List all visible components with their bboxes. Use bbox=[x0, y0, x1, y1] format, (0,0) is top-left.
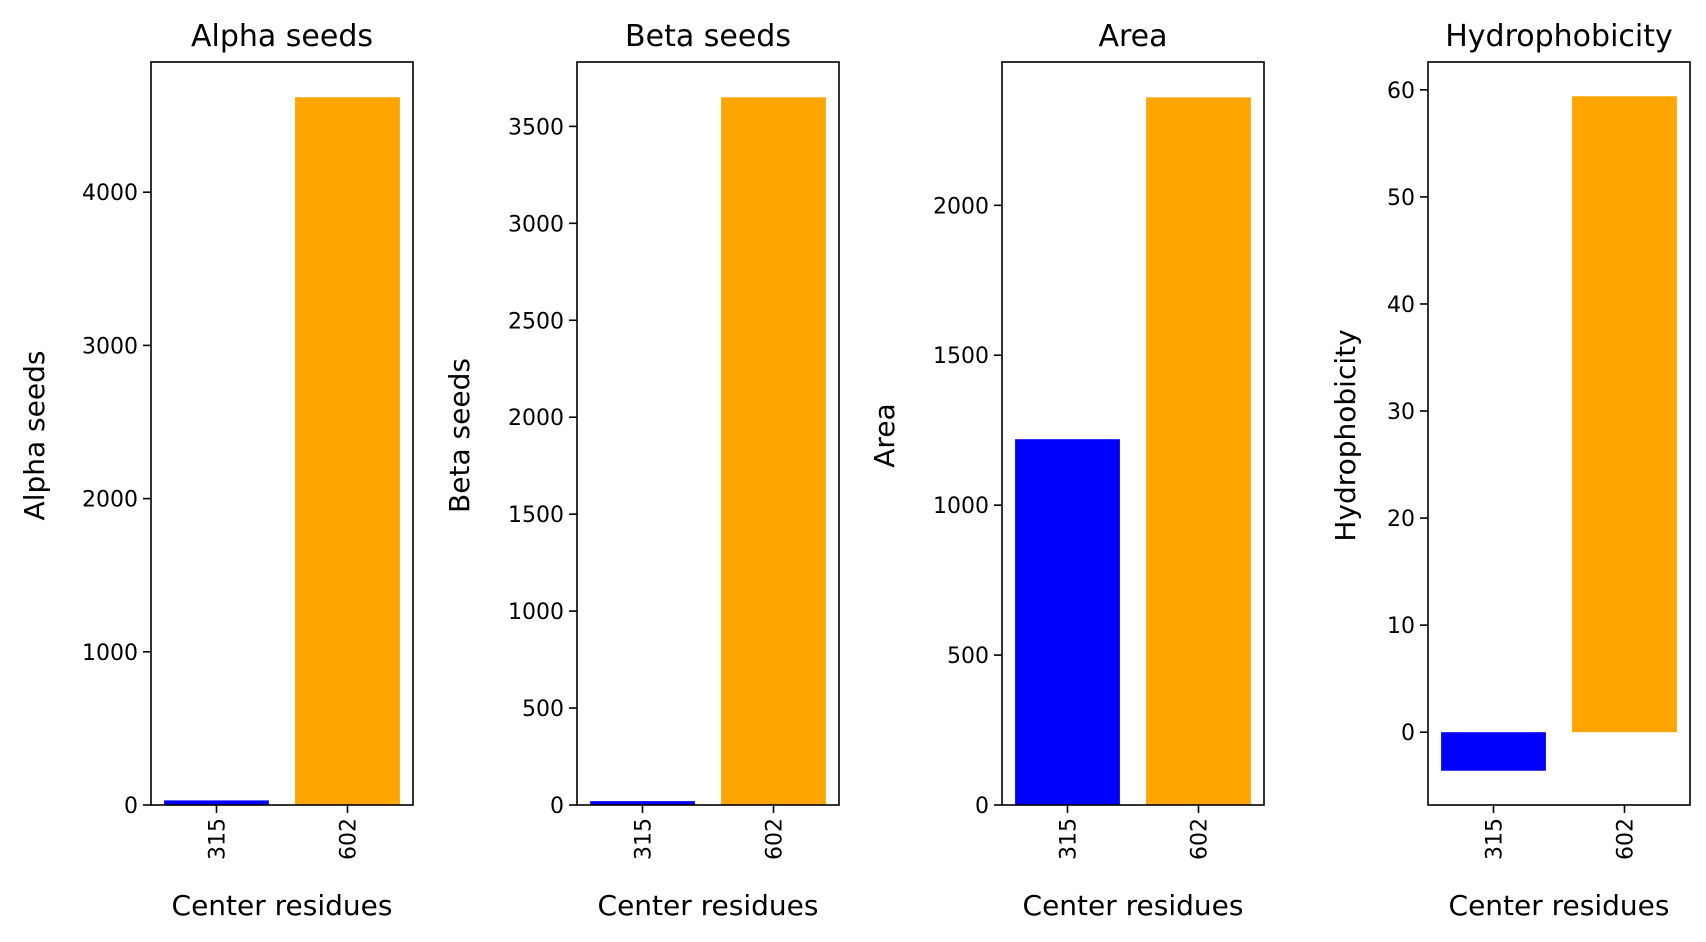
bar-602 bbox=[1146, 97, 1251, 805]
bar-315 bbox=[1015, 439, 1120, 805]
panel-title: Beta seeds bbox=[625, 19, 791, 54]
x-tick-label: 602 bbox=[763, 818, 788, 860]
y-tick-label: 3000 bbox=[82, 334, 138, 359]
y-axis-label: Area bbox=[868, 403, 901, 467]
y-tick-label: 3000 bbox=[508, 212, 564, 237]
panel-title: Hydrophobicity bbox=[1445, 19, 1673, 54]
y-tick-label: 30 bbox=[1387, 400, 1415, 425]
y-tick-label: 20 bbox=[1387, 507, 1415, 532]
bar-315 bbox=[590, 801, 695, 805]
y-tick-label: 2500 bbox=[508, 309, 564, 334]
x-axis-label: Center residues bbox=[1023, 889, 1244, 922]
x-tick-label: 602 bbox=[1614, 818, 1639, 860]
bar-315 bbox=[164, 800, 269, 805]
y-axis-label: Hydrophobicity bbox=[1329, 329, 1362, 541]
y-tick-label: 1000 bbox=[82, 641, 138, 666]
y-tick-label: 3500 bbox=[508, 115, 564, 140]
plot-frame bbox=[576, 61, 840, 806]
panel-title: Area bbox=[1098, 19, 1167, 54]
bar-315 bbox=[1441, 732, 1546, 771]
chart-panel-3: 0 500 1000 1500 2000 315 602 Area Center residue… bbox=[868, 19, 1265, 922]
bar-602 bbox=[1572, 96, 1677, 733]
y-tick-label: 2000 bbox=[508, 406, 564, 431]
bar-602 bbox=[721, 97, 826, 806]
x-axis-label: Center residues bbox=[172, 889, 393, 922]
plot-frame bbox=[1001, 61, 1265, 806]
y-tick-label: 0 bbox=[975, 794, 989, 819]
x-tick-label: 315 bbox=[206, 818, 231, 860]
y-tick-label: 0 bbox=[1401, 721, 1415, 746]
x-tick-label: 602 bbox=[337, 818, 362, 860]
y-tick-label: 1500 bbox=[933, 344, 989, 369]
y-tick-label: 1000 bbox=[933, 494, 989, 519]
chart-panel-4: 0 10 20 30 40 50 60 315 602 Hydrophobicity Center … bbox=[1329, 19, 1691, 922]
chart-panel-1: 0 1000 2000 3000 4000 315 602 Alpha seeds Center… bbox=[18, 19, 414, 922]
panel-title: Alpha seeds bbox=[191, 19, 373, 54]
y-tick-label: 500 bbox=[522, 697, 564, 722]
bar-602 bbox=[295, 97, 400, 806]
y-tick-label: 40 bbox=[1387, 293, 1415, 318]
y-tick-label: 1000 bbox=[508, 600, 564, 625]
x-axis-label: Center residues bbox=[598, 889, 819, 922]
y-axis-label: Alpha seeds bbox=[18, 351, 51, 521]
y-tick-label: 0 bbox=[124, 794, 138, 819]
x-tick-label: 315 bbox=[1483, 818, 1508, 860]
y-tick-label: 0 bbox=[550, 794, 564, 819]
y-tick-label: 500 bbox=[947, 644, 989, 669]
y-tick-label: 4000 bbox=[82, 181, 138, 206]
y-tick-label: 10 bbox=[1387, 614, 1415, 639]
plot-frame bbox=[1427, 61, 1691, 806]
x-tick-label: 315 bbox=[1057, 818, 1082, 860]
y-tick-label: 2000 bbox=[82, 488, 138, 513]
x-tick-label: 602 bbox=[1188, 818, 1213, 860]
x-axis-label: Center residues bbox=[1449, 889, 1670, 922]
y-axis-label: Beta seeds bbox=[443, 358, 476, 513]
plot-frame bbox=[150, 61, 414, 806]
x-tick-label: 315 bbox=[632, 818, 657, 860]
y-tick-label: 1500 bbox=[508, 503, 564, 528]
y-tick-label: 60 bbox=[1387, 79, 1415, 104]
y-tick-label: 50 bbox=[1387, 186, 1415, 211]
chart-panel-2: 0 500 1000 1500 2000 2500 3000 3500 315 602 Beta s… bbox=[443, 19, 840, 922]
y-tick-label: 2000 bbox=[933, 194, 989, 219]
